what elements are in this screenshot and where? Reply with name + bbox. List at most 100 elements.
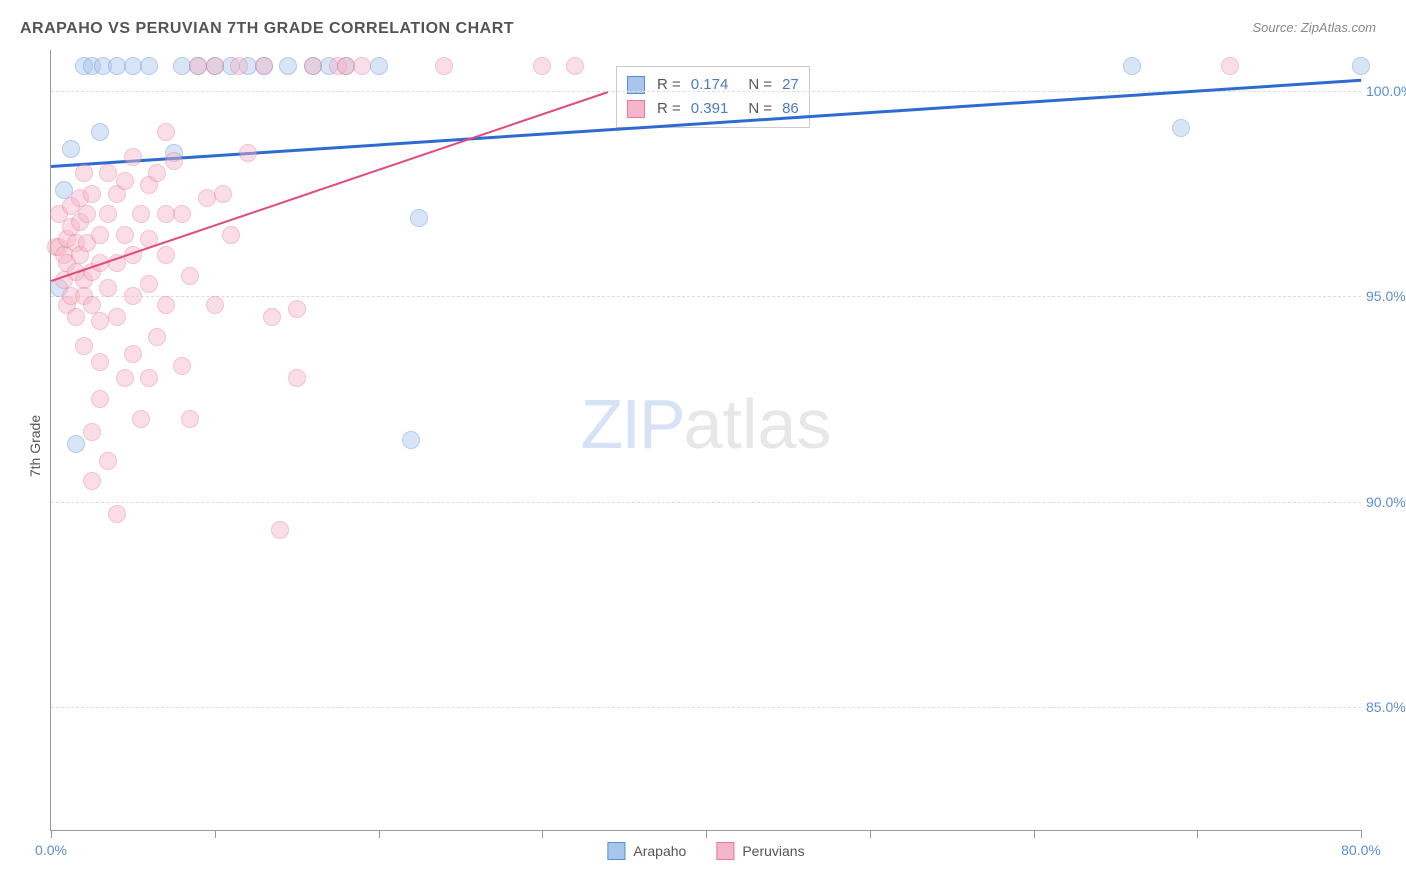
data-point [99,279,117,297]
data-point [198,189,216,207]
legend-label-arapaho: Arapaho [633,843,686,859]
data-point [108,505,126,523]
data-point [222,226,240,244]
xtick [1361,830,1362,838]
data-point [99,164,117,182]
data-point [140,57,158,75]
stats-r-peruvians: 0.391 [691,97,729,121]
data-point [83,472,101,490]
legend-label-peruvians: Peruvians [742,843,804,859]
data-point [181,410,199,428]
legend-swatch-peruvians [716,842,734,860]
data-point [173,57,191,75]
xtick [542,830,543,838]
data-point [124,57,142,75]
data-point [55,181,73,199]
chart-title: ARAPAHO VS PERUVIAN 7TH GRADE CORRELATIO… [20,20,514,38]
stats-r-arapaho: 0.174 [691,73,729,97]
data-point [214,185,232,203]
data-point [132,410,150,428]
data-point [140,275,158,293]
data-point [83,423,101,441]
data-point [91,353,109,371]
data-point [402,431,420,449]
data-point [157,205,175,223]
data-point [370,57,388,75]
data-point [67,308,85,326]
data-point [67,435,85,453]
data-point [173,357,191,375]
data-point [78,205,96,223]
stats-row-arapaho: R = 0.174 N = 27 [627,73,799,97]
stats-r-label: R = [657,73,681,97]
data-point [62,140,80,158]
data-point [116,226,134,244]
data-point [116,172,134,190]
data-point [279,57,297,75]
xtick [51,830,52,838]
stats-r-label: R = [657,97,681,121]
xtick [1034,830,1035,838]
legend-item-arapaho: Arapaho [607,842,686,860]
data-point [157,123,175,141]
xtick-label: 80.0% [1341,842,1381,858]
data-point [239,144,257,162]
data-point [75,337,93,355]
xtick-label: 0.0% [35,842,67,858]
data-point [288,369,306,387]
watermark: ZIPatlas [581,384,832,464]
data-point [173,205,191,223]
y-axis-label: 7th Grade [27,415,43,477]
data-point [337,57,355,75]
data-point [124,287,142,305]
data-point [108,57,126,75]
data-point [288,300,306,318]
data-point [263,308,281,326]
legend-swatch-arapaho [607,842,625,860]
data-point [124,345,142,363]
data-point [99,205,117,223]
gridline [51,502,1361,503]
data-point [1123,57,1141,75]
data-point [1172,119,1190,137]
data-point [75,164,93,182]
ytick-label: 95.0% [1366,288,1406,304]
data-point [140,369,158,387]
stats-n-label: N = [748,73,772,97]
data-point [91,390,109,408]
data-point [566,57,584,75]
xtick [1197,830,1198,838]
data-point [230,57,248,75]
data-point [116,369,134,387]
data-point [206,57,224,75]
data-point [148,164,166,182]
data-point [148,328,166,346]
data-point [91,226,109,244]
watermark-zip: ZIP [581,385,684,463]
legend: Arapaho Peruvians [607,842,804,860]
ytick-label: 85.0% [1366,699,1406,715]
data-point [410,209,428,227]
gridline [51,296,1361,297]
data-point [1352,57,1370,75]
gridline [51,707,1361,708]
data-point [108,308,126,326]
data-point [157,296,175,314]
xtick [706,830,707,838]
data-point [255,57,273,75]
data-point [83,296,101,314]
data-point [124,148,142,166]
plot-area: ZIPatlas R = 0.174 N = 27 R = 0.391 N = … [50,50,1361,831]
data-point [1221,57,1239,75]
ytick-label: 100.0% [1366,83,1406,99]
trendline-peruvians [51,91,608,282]
swatch-peruvians [627,100,645,118]
data-point [99,452,117,470]
data-point [132,205,150,223]
data-point [189,57,207,75]
watermark-atlas: atlas [684,385,832,463]
data-point [304,57,322,75]
xtick [215,830,216,838]
xtick [870,830,871,838]
data-point [533,57,551,75]
